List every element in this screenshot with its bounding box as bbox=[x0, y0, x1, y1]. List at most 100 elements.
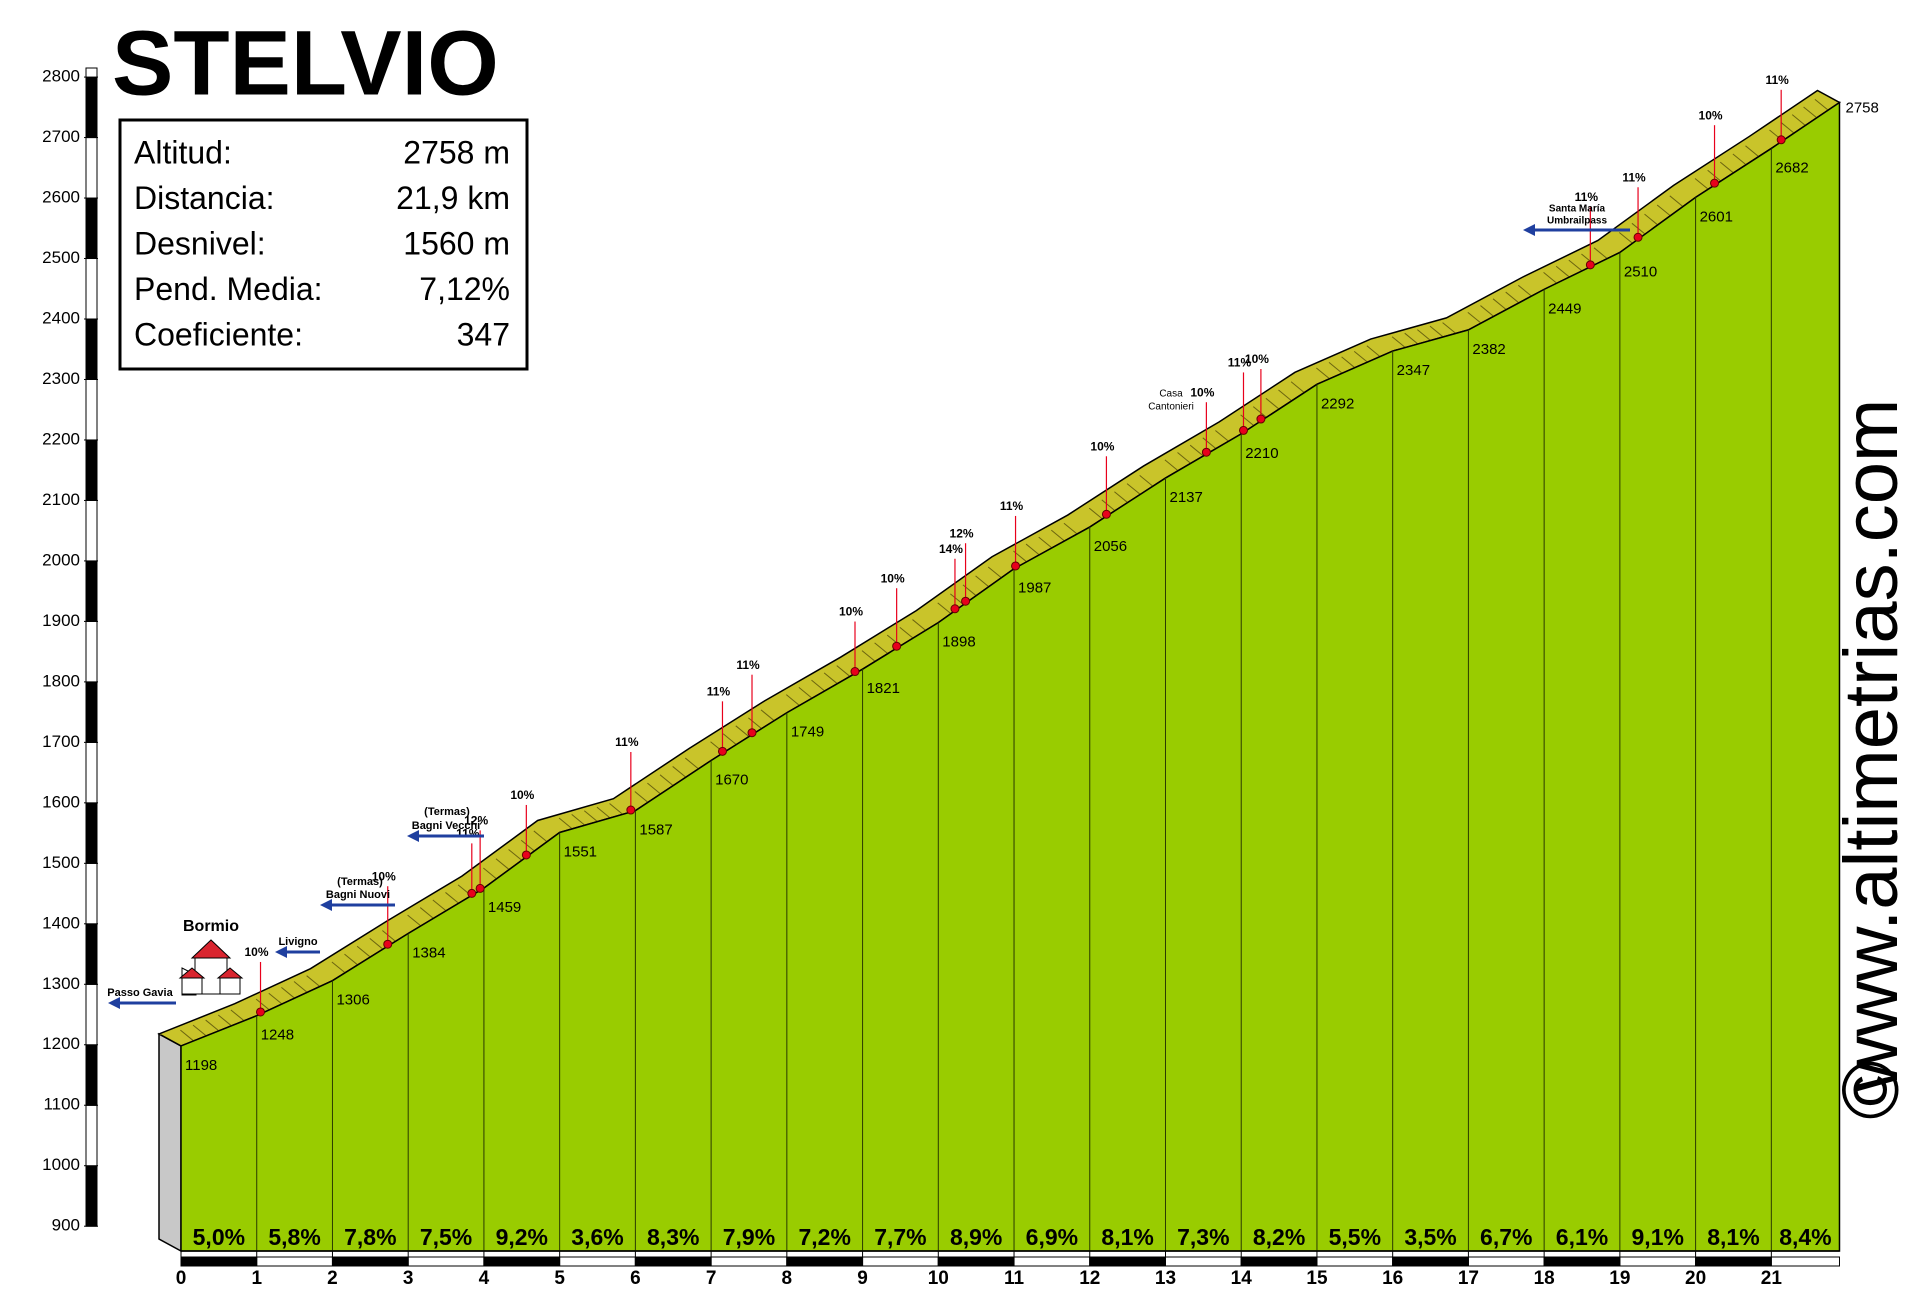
y-tick-label: 2800 bbox=[42, 67, 80, 86]
flag-dot bbox=[521, 850, 531, 860]
surface-hatch bbox=[836, 665, 851, 677]
y-tick-label: 2200 bbox=[42, 429, 80, 448]
x-tick-label: 14 bbox=[1231, 1268, 1253, 1289]
x-axis-band bbox=[786, 1256, 864, 1267]
flag-dot bbox=[950, 604, 960, 614]
surface-hatch bbox=[1803, 106, 1818, 119]
flag-dot bbox=[1710, 178, 1720, 188]
gradient-label: 8,1% bbox=[1707, 1224, 1759, 1250]
x-tick-label: 0 bbox=[176, 1268, 187, 1289]
flag-dot bbox=[1256, 414, 1266, 424]
y-axis-band bbox=[85, 681, 98, 743]
gradient-label: 6,7% bbox=[1480, 1224, 1532, 1250]
x-tick-label: 3 bbox=[403, 1268, 414, 1289]
surface-hatch bbox=[1644, 213, 1659, 226]
x-tick-label: 2 bbox=[327, 1268, 338, 1289]
surface-hatch bbox=[1669, 195, 1684, 207]
copyright: © bbox=[1826, 1061, 1915, 1120]
gradient-label: 7,3% bbox=[1177, 1224, 1229, 1250]
surface-hatch bbox=[634, 791, 649, 803]
y-axis-band bbox=[85, 1104, 98, 1167]
surface-hatch bbox=[596, 806, 611, 819]
x-tick-label: 8 bbox=[782, 1268, 793, 1289]
surface-hatch bbox=[912, 619, 926, 631]
altitude-label: 1306 bbox=[336, 992, 369, 1009]
surface-hatch bbox=[659, 774, 674, 786]
x-tick-label: 20 bbox=[1685, 1268, 1706, 1289]
y-tick-label: 1900 bbox=[42, 611, 80, 630]
y-tick-label: 2500 bbox=[42, 248, 80, 267]
flag-label: 10% bbox=[372, 869, 396, 883]
x-axis-band bbox=[1619, 1256, 1697, 1267]
surface-hatch bbox=[1328, 362, 1343, 374]
annotation: Bagni Nuovi bbox=[326, 889, 390, 901]
surface-hatch bbox=[1442, 322, 1457, 334]
y-tick-label: 2700 bbox=[42, 127, 80, 146]
y-tick-label: 900 bbox=[52, 1216, 80, 1235]
surface-hatch bbox=[331, 961, 346, 974]
x-axis-band bbox=[256, 1256, 333, 1267]
x-axis-band bbox=[710, 1256, 788, 1267]
x-axis-band bbox=[1013, 1256, 1091, 1267]
surface-hatch bbox=[369, 938, 384, 950]
x-tick-label: 10 bbox=[928, 1268, 949, 1289]
y-tick-label: 1600 bbox=[42, 792, 80, 811]
info-label: Coeficiente: bbox=[134, 316, 303, 352]
surface-hatch bbox=[1202, 437, 1217, 450]
flag-label: 10% bbox=[510, 788, 534, 802]
annotation: Santa María bbox=[1549, 204, 1606, 215]
altitude-label: 1459 bbox=[488, 899, 521, 916]
surface-hatch bbox=[1467, 311, 1482, 324]
surface-hatch bbox=[1025, 543, 1040, 556]
surface-hatch bbox=[1694, 178, 1709, 190]
annotation: Passo Gavia bbox=[107, 987, 173, 999]
annotation-arrowhead bbox=[1523, 224, 1535, 236]
gradient-label: 8,2% bbox=[1253, 1224, 1305, 1250]
surface-hatch bbox=[445, 892, 459, 904]
flag-dot bbox=[467, 888, 477, 898]
surface-hatch bbox=[684, 757, 699, 770]
gradient-label: 5,8% bbox=[268, 1224, 320, 1250]
altitude-label: 2347 bbox=[1397, 362, 1430, 379]
surface-hatch bbox=[748, 717, 762, 730]
altitude-label: 2137 bbox=[1169, 489, 1202, 506]
y-axis-band bbox=[85, 741, 98, 804]
surface-hatch bbox=[571, 814, 586, 826]
x-axis-band bbox=[483, 1256, 561, 1267]
x-tick-label: 18 bbox=[1534, 1268, 1555, 1289]
profile-area bbox=[180, 101, 1841, 1252]
surface-hatch bbox=[255, 998, 270, 1011]
y-axis-band bbox=[85, 76, 98, 139]
altitude-label: 2510 bbox=[1624, 263, 1657, 280]
flag-label: 11% bbox=[1622, 170, 1646, 184]
flag-dot bbox=[256, 1007, 266, 1017]
x-tick-label: 13 bbox=[1155, 1268, 1176, 1289]
x-axis-band bbox=[1164, 1256, 1242, 1267]
x-axis-band bbox=[634, 1256, 712, 1267]
surface-hatch bbox=[1038, 536, 1053, 549]
surface-hatch bbox=[1088, 507, 1103, 520]
annotation-arrowhead bbox=[320, 899, 332, 911]
gradient-label: 7,7% bbox=[874, 1224, 926, 1250]
flag-dot bbox=[626, 805, 636, 815]
surface-hatch bbox=[1814, 98, 1829, 111]
gradient-label: 8,1% bbox=[1101, 1224, 1153, 1250]
annotation-arrowhead bbox=[407, 830, 419, 842]
x-axis-band bbox=[1240, 1256, 1318, 1267]
surface-hatch bbox=[558, 817, 573, 830]
gradient-label: 7,9% bbox=[723, 1224, 775, 1250]
y-tick-label: 2000 bbox=[42, 550, 80, 569]
surface-hatch bbox=[192, 1024, 207, 1037]
altitude-label: 1384 bbox=[412, 944, 445, 961]
flag-dot bbox=[1585, 260, 1595, 270]
y-axis-band bbox=[85, 318, 98, 380]
annotation: Casa bbox=[1159, 389, 1183, 400]
y-axis-band bbox=[85, 137, 98, 199]
flag-label: 11% bbox=[707, 685, 731, 699]
surface-hatch bbox=[609, 803, 624, 815]
surface-hatch bbox=[1101, 499, 1116, 512]
altitude-label: 1821 bbox=[867, 680, 900, 697]
info-box bbox=[118, 118, 529, 371]
x-tick-label: 9 bbox=[857, 1268, 868, 1289]
